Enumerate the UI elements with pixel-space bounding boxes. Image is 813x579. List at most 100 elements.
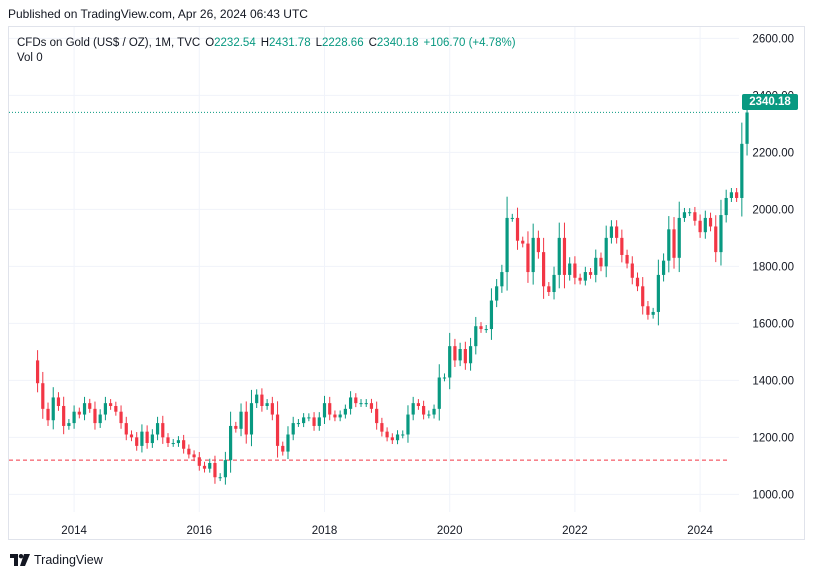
candle-body: [688, 212, 692, 214]
candle-body: [500, 272, 504, 287]
vol-label: Vol: [17, 52, 33, 64]
candle-body: [594, 257, 598, 275]
last-price-tag: 2340.18: [742, 94, 798, 110]
candle-body: [286, 434, 290, 452]
candle-body: [88, 403, 92, 409]
candle-body: [187, 448, 191, 455]
candle-body: [176, 440, 181, 444]
candle-body: [317, 417, 321, 426]
candle-body: [82, 403, 87, 415]
candle-body: [109, 403, 113, 406]
candle-body: [625, 254, 629, 264]
candle-body: [437, 377, 441, 409]
candle-body: [182, 440, 186, 449]
x-tick-label: 2018: [312, 525, 338, 537]
candle-body: [93, 408, 97, 424]
candle-body: [380, 423, 384, 432]
candle-body: [719, 215, 723, 253]
y-tick-label: 1800.00: [752, 261, 794, 273]
close-label: C: [368, 37, 377, 49]
candle-body: [312, 417, 316, 426]
close-value: 2340.18: [376, 37, 419, 49]
candle-body: [103, 403, 107, 415]
candle-body: [526, 243, 530, 273]
candle-body: [609, 226, 614, 238]
candle-body: [651, 311, 655, 315]
x-tick-label: 2020: [437, 525, 463, 537]
open-label: O: [205, 37, 215, 49]
candle-body: [218, 477, 222, 479]
candle-body: [41, 383, 45, 409]
candle-body: [145, 431, 149, 444]
candle-body: [385, 431, 389, 438]
candle-body: [505, 217, 509, 273]
candle-body: [453, 346, 457, 361]
candle-body: [698, 220, 702, 233]
candle-body: [635, 277, 640, 287]
candle-body: [521, 240, 525, 244]
candle-body: [270, 403, 274, 415]
candle-body: [244, 411, 248, 435]
candle-body: [547, 286, 551, 293]
candle-body: [583, 272, 587, 281]
x-tick-label: 2014: [61, 525, 87, 537]
candle-body: [536, 237, 540, 253]
y-tick-label: 1400.00: [752, 375, 794, 387]
candle-body: [672, 229, 676, 258]
candle-body: [51, 397, 55, 421]
y-tick-label: 2000.00: [752, 204, 794, 216]
candle-body: [140, 431, 144, 446]
candle-body: [620, 237, 624, 255]
candle-body: [307, 417, 311, 419]
candle-body: [745, 112, 749, 144]
candles: [35, 99, 749, 485]
candle-body: [479, 326, 483, 330]
candle-body: [255, 394, 259, 404]
volume-legend: Vol 0: [17, 52, 43, 64]
candle-body: [62, 405, 66, 426]
published-caption: Published on TradingView.com, Apr 26, 20…: [8, 7, 308, 21]
tradingview-brand[interactable]: TradingView: [10, 553, 103, 567]
candle-body: [588, 272, 593, 275]
candle-body: [630, 263, 634, 278]
candle-body: [463, 349, 467, 364]
low-label: L: [315, 37, 323, 49]
candle-body: [135, 437, 139, 446]
candle-body: [552, 274, 556, 293]
candle-body: [223, 460, 227, 478]
candle-body: [302, 417, 306, 424]
candle-body: [468, 346, 473, 364]
candle-body: [557, 237, 561, 275]
candle-body: [427, 414, 431, 416]
candle-body: [599, 257, 603, 267]
candle-body: [661, 260, 666, 275]
candle-body: [202, 465, 207, 469]
low-value: 2228.66: [322, 37, 364, 49]
high-label: H: [260, 37, 270, 49]
candle-body: [275, 414, 280, 446]
candle-body: [208, 462, 212, 469]
candle-body: [46, 408, 50, 421]
candle-body: [406, 414, 410, 435]
candle-body: [562, 237, 567, 275]
candle-body: [667, 229, 671, 261]
candle-body: [35, 360, 40, 384]
candle-body: [682, 212, 687, 218]
candle-body: [239, 411, 243, 429]
brand-name: TradingView: [34, 553, 103, 567]
candle-body: [281, 445, 285, 452]
candle-body: [348, 397, 353, 409]
candle-body: [338, 414, 342, 418]
candle-body: [646, 306, 650, 315]
y-tick-label: 1600.00: [752, 318, 794, 330]
candle-body: [432, 408, 436, 415]
candle-body: [114, 405, 118, 412]
candle-body: [677, 217, 681, 258]
candle-body: [390, 437, 394, 441]
candle-body: [510, 217, 514, 219]
candle-body: [703, 217, 707, 233]
candle-body: [56, 397, 61, 406]
symbol-label[interactable]: CFDs on Gold (US$ / OZ), 1M, TVC: [17, 37, 201, 49]
candle-body: [155, 423, 160, 435]
